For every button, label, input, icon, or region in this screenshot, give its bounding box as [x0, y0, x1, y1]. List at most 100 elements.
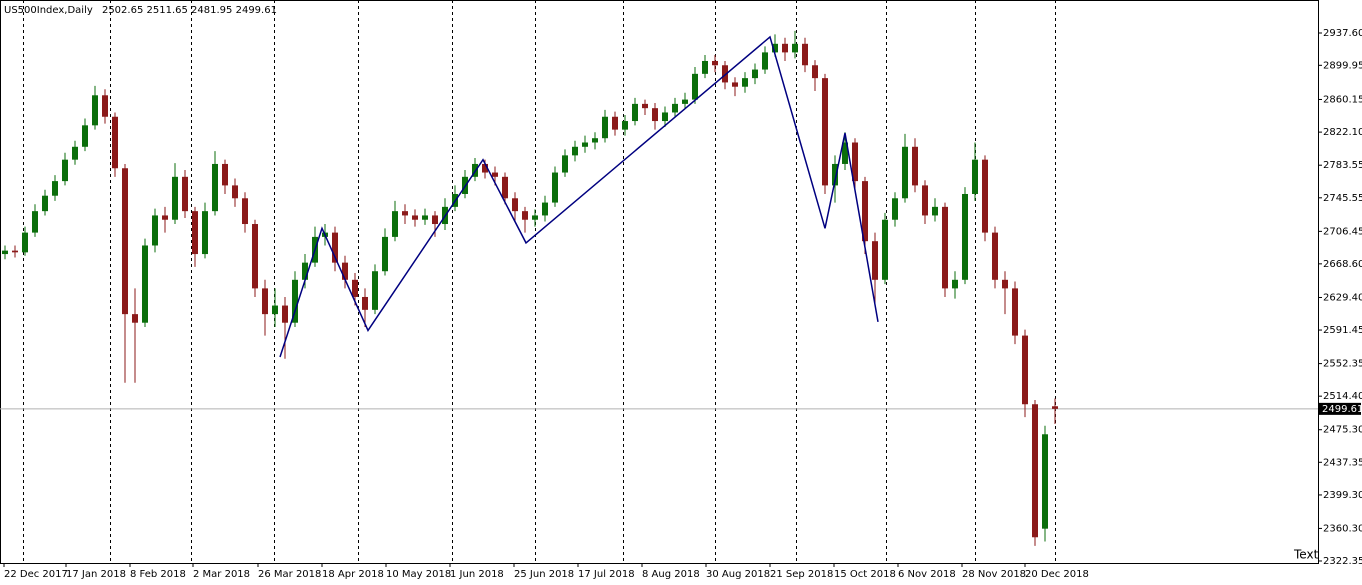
candle-body [632, 103, 638, 122]
x-tick-label: 21 Sep 2018 [770, 569, 833, 580]
y-tick-label: 2937.60 [1323, 28, 1362, 39]
y-tick-label: 2899.95 [1323, 60, 1362, 71]
axes-layer: 2937.60 2899.95 2860.15 2822.10 2783.55 2745.… [3, 28, 1362, 580]
y-tick-label: 2591.45 [1323, 325, 1362, 336]
candle-body [62, 159, 68, 182]
candle-body [422, 215, 428, 220]
candle-body [622, 121, 628, 130]
candle-body [392, 211, 398, 237]
candle-body [942, 206, 948, 289]
candle-body [82, 125, 88, 147]
candle-body [532, 215, 538, 220]
candle-body [742, 78, 748, 87]
candle-body [252, 224, 258, 289]
header-low: 2481.95 [191, 5, 232, 16]
candle-body [222, 163, 228, 186]
x-tick-label: 6 Nov 2018 [898, 569, 956, 580]
candle-body [212, 163, 218, 212]
x-tick-label: 2 Mar 2018 [193, 569, 250, 580]
y-tick-label: 2822.10 [1323, 127, 1362, 138]
candle-body [692, 73, 698, 100]
candle-body [892, 198, 898, 220]
candle-body [922, 185, 928, 216]
candle-body [302, 262, 308, 280]
y-tick-label: 2783.55 [1323, 160, 1362, 171]
zigzag-line [279, 35, 879, 358]
candle-body [832, 163, 838, 186]
candle-body [142, 245, 148, 323]
candle-body [12, 250, 18, 253]
x-tick-label: 25 Jun 2018 [514, 569, 574, 580]
candle-body [202, 211, 208, 255]
y-tick-label: 2745.55 [1323, 193, 1362, 204]
candle-body [102, 95, 108, 117]
candle-body [662, 112, 668, 122]
candle-body [32, 211, 38, 233]
candle-body [172, 176, 178, 220]
candle-body [792, 43, 798, 53]
candle-body [122, 168, 128, 315]
candle-body [162, 215, 168, 220]
x-tick-label: 26 Mar 2018 [258, 569, 321, 580]
candle-body [242, 198, 248, 225]
candle-body [1032, 404, 1038, 538]
grid-layer [0, 0, 1318, 563]
candle-body [372, 271, 378, 310]
candle-body [492, 172, 498, 177]
candle-body [482, 163, 488, 173]
header-high: 2511.65 [147, 5, 188, 16]
candle-body [672, 103, 678, 113]
x-tick-label: 10 May 2018 [386, 569, 451, 580]
candle-body [272, 305, 278, 315]
candle-body [512, 198, 518, 212]
candle-body [52, 181, 58, 196]
candle-body [332, 232, 338, 263]
y-tick-label: 2552.35 [1323, 359, 1362, 370]
candle-body [882, 219, 888, 280]
candle-body [562, 155, 568, 173]
y-tick-label: 2360.30 [1323, 523, 1362, 534]
x-tick-label: 30 Aug 2018 [706, 569, 770, 580]
candle-body [432, 215, 438, 225]
candle-body [642, 103, 648, 109]
candle-body [852, 142, 858, 182]
candle-body [1052, 406, 1058, 409]
candle-body [182, 176, 188, 212]
candle-body [132, 314, 138, 323]
candle-body [602, 116, 608, 139]
candle-body [682, 99, 688, 104]
candle-body [752, 69, 758, 79]
symbol: US500Index,Daily [4, 5, 93, 16]
x-tick-label: 15 Oct 2018 [834, 569, 896, 580]
candle-body [72, 146, 78, 160]
plot-frame [0, 0, 1319, 564]
candle-body [972, 159, 978, 194]
candle-body [952, 279, 958, 289]
price-label: 2499.61 [1322, 404, 1362, 415]
candle-body [112, 116, 118, 169]
candle-body [572, 146, 578, 156]
candle-body [912, 146, 918, 186]
y-tick-label: 2399.30 [1323, 490, 1362, 501]
candle-body [382, 236, 388, 272]
candle-body [702, 60, 708, 74]
x-tick-label: 28 Nov 2018 [962, 569, 1026, 580]
candle-body [412, 215, 418, 220]
candle-body [762, 52, 768, 70]
candle-body [2, 250, 8, 255]
candle-body [612, 116, 618, 130]
y-tick-label: 2706.45 [1323, 226, 1362, 237]
candle-body [982, 159, 988, 233]
x-tick-label: 17 Jul 2018 [578, 569, 635, 580]
y-tick-label: 2629.40 [1323, 292, 1362, 303]
candle-body [1002, 279, 1008, 289]
candle-body [362, 296, 368, 310]
x-tick-label: 8 Feb 2018 [130, 569, 186, 580]
candle-body [1042, 434, 1048, 529]
candle-body [582, 142, 588, 147]
candle-body [152, 215, 158, 246]
candle-body [862, 181, 868, 242]
candle-body [732, 82, 738, 87]
y-tick-label: 2437.35 [1323, 457, 1362, 468]
